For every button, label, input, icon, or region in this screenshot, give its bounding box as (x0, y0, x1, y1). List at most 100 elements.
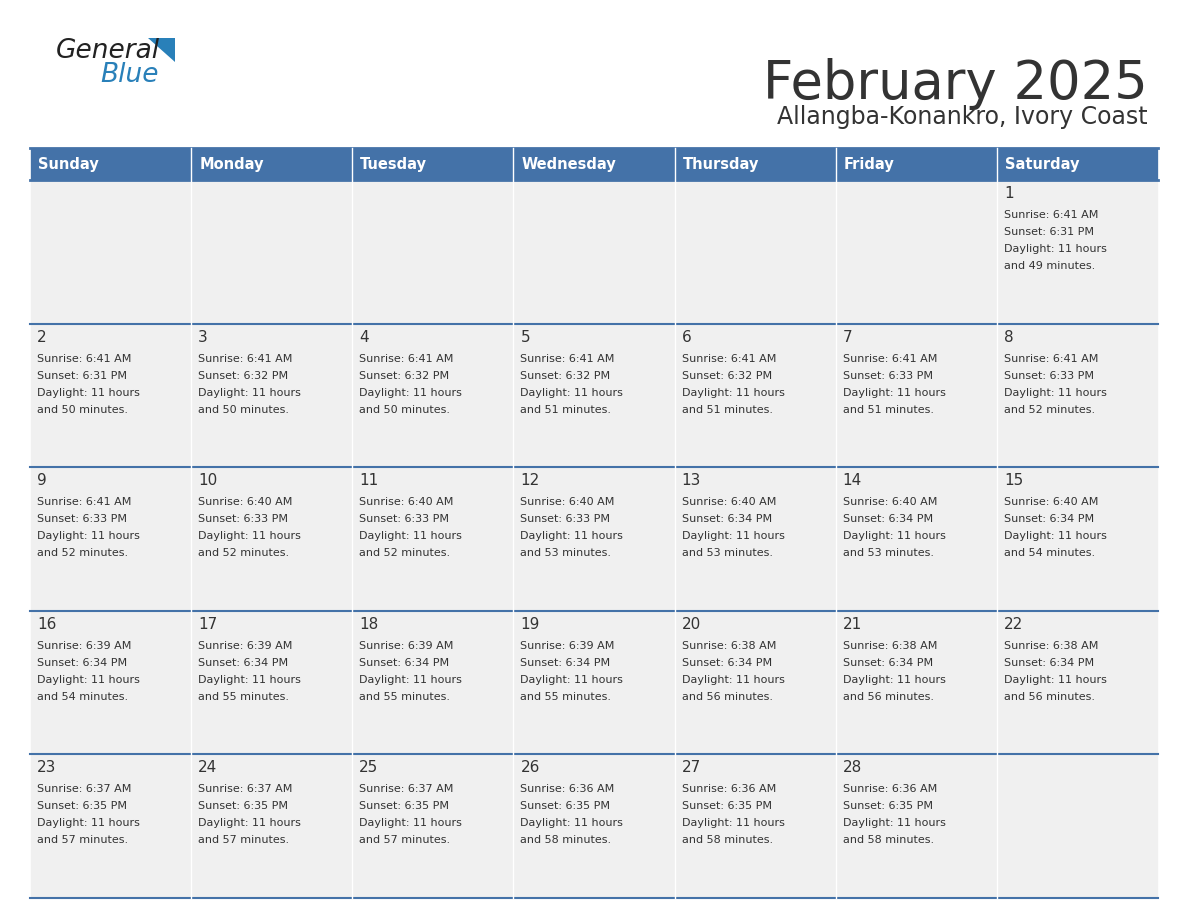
Text: Sunrise: 6:41 AM: Sunrise: 6:41 AM (37, 353, 132, 364)
Bar (353, 755, 513, 898)
Text: and 54 minutes.: and 54 minutes. (37, 692, 128, 701)
Bar (191, 467, 353, 610)
Text: and 58 minutes.: and 58 minutes. (682, 835, 772, 845)
Text: Sunrise: 6:37 AM: Sunrise: 6:37 AM (359, 784, 454, 794)
Bar (353, 467, 513, 610)
Text: Blue: Blue (100, 62, 158, 88)
Text: Daylight: 11 hours: Daylight: 11 hours (520, 387, 624, 397)
Text: Sunset: 6:34 PM: Sunset: 6:34 PM (359, 658, 449, 667)
Text: and 52 minutes.: and 52 minutes. (37, 548, 128, 558)
Bar (997, 180, 1158, 324)
Text: and 57 minutes.: and 57 minutes. (198, 835, 289, 845)
Text: Thursday: Thursday (683, 156, 759, 172)
Text: Sunrise: 6:41 AM: Sunrise: 6:41 AM (359, 353, 454, 364)
Text: Daylight: 11 hours: Daylight: 11 hours (520, 532, 624, 542)
Bar (353, 610, 513, 755)
Text: Sunset: 6:35 PM: Sunset: 6:35 PM (37, 801, 127, 812)
Bar (835, 610, 997, 755)
Text: and 51 minutes.: and 51 minutes. (520, 405, 612, 415)
Bar (191, 180, 353, 324)
Bar (513, 610, 675, 755)
Text: and 55 minutes.: and 55 minutes. (198, 692, 289, 701)
Text: 16: 16 (37, 617, 56, 632)
Text: Sunset: 6:32 PM: Sunset: 6:32 PM (198, 371, 289, 381)
Bar (353, 180, 513, 324)
Text: and 58 minutes.: and 58 minutes. (520, 835, 612, 845)
Text: Sunset: 6:34 PM: Sunset: 6:34 PM (1004, 658, 1094, 667)
Text: Sunrise: 6:40 AM: Sunrise: 6:40 AM (198, 498, 292, 508)
Text: 7: 7 (842, 330, 852, 344)
Bar (835, 467, 997, 610)
Text: Sunrise: 6:41 AM: Sunrise: 6:41 AM (520, 353, 615, 364)
Bar (835, 755, 997, 898)
Text: Sunrise: 6:41 AM: Sunrise: 6:41 AM (1004, 210, 1098, 220)
Text: Daylight: 11 hours: Daylight: 11 hours (1004, 387, 1107, 397)
Text: Sunrise: 6:40 AM: Sunrise: 6:40 AM (682, 498, 776, 508)
Text: Sunset: 6:31 PM: Sunset: 6:31 PM (37, 371, 127, 381)
Text: Daylight: 11 hours: Daylight: 11 hours (842, 819, 946, 828)
Text: Sunset: 6:34 PM: Sunset: 6:34 PM (682, 514, 772, 524)
Text: Sunrise: 6:37 AM: Sunrise: 6:37 AM (37, 784, 132, 794)
Bar (353, 324, 513, 467)
Text: Daylight: 11 hours: Daylight: 11 hours (682, 532, 784, 542)
Text: Daylight: 11 hours: Daylight: 11 hours (37, 387, 140, 397)
Text: Wednesday: Wednesday (522, 156, 617, 172)
Bar (191, 755, 353, 898)
Text: 6: 6 (682, 330, 691, 344)
Text: Daylight: 11 hours: Daylight: 11 hours (1004, 532, 1107, 542)
Text: Sunset: 6:32 PM: Sunset: 6:32 PM (520, 371, 611, 381)
Text: 22: 22 (1004, 617, 1023, 632)
Text: Sunset: 6:35 PM: Sunset: 6:35 PM (198, 801, 289, 812)
Text: Daylight: 11 hours: Daylight: 11 hours (1004, 675, 1107, 685)
Text: 17: 17 (198, 617, 217, 632)
Text: and 52 minutes.: and 52 minutes. (198, 548, 289, 558)
Text: Sunset: 6:32 PM: Sunset: 6:32 PM (359, 371, 449, 381)
Text: Daylight: 11 hours: Daylight: 11 hours (198, 387, 301, 397)
Text: Sunset: 6:33 PM: Sunset: 6:33 PM (842, 371, 933, 381)
Bar (513, 324, 675, 467)
Text: Sunrise: 6:41 AM: Sunrise: 6:41 AM (37, 498, 132, 508)
Text: Sunrise: 6:37 AM: Sunrise: 6:37 AM (198, 784, 292, 794)
Text: and 51 minutes.: and 51 minutes. (842, 405, 934, 415)
Bar (675, 610, 835, 755)
Text: 3: 3 (198, 330, 208, 344)
Text: Sunrise: 6:38 AM: Sunrise: 6:38 AM (842, 641, 937, 651)
Text: and 51 minutes.: and 51 minutes. (682, 405, 772, 415)
Text: Saturday: Saturday (1005, 156, 1080, 172)
Text: Sunrise: 6:38 AM: Sunrise: 6:38 AM (682, 641, 776, 651)
Bar (30, 180, 191, 324)
Text: Sunset: 6:33 PM: Sunset: 6:33 PM (198, 514, 289, 524)
Text: Daylight: 11 hours: Daylight: 11 hours (682, 387, 784, 397)
Text: Daylight: 11 hours: Daylight: 11 hours (682, 819, 784, 828)
Text: 9: 9 (37, 473, 46, 488)
Text: and 55 minutes.: and 55 minutes. (520, 692, 612, 701)
Text: Sunrise: 6:38 AM: Sunrise: 6:38 AM (1004, 641, 1098, 651)
Text: Daylight: 11 hours: Daylight: 11 hours (37, 532, 140, 542)
Text: and 52 minutes.: and 52 minutes. (359, 548, 450, 558)
Text: 4: 4 (359, 330, 369, 344)
Bar (997, 148, 1158, 180)
Text: 23: 23 (37, 760, 56, 776)
Text: 21: 21 (842, 617, 862, 632)
Text: and 56 minutes.: and 56 minutes. (1004, 692, 1095, 701)
Bar (513, 180, 675, 324)
Bar (997, 755, 1158, 898)
Bar (191, 610, 353, 755)
Text: Daylight: 11 hours: Daylight: 11 hours (359, 387, 462, 397)
Bar (835, 324, 997, 467)
Polygon shape (148, 38, 175, 62)
Text: Sunset: 6:33 PM: Sunset: 6:33 PM (37, 514, 127, 524)
Text: Sunset: 6:33 PM: Sunset: 6:33 PM (1004, 371, 1094, 381)
Text: Sunrise: 6:36 AM: Sunrise: 6:36 AM (520, 784, 614, 794)
Text: Daylight: 11 hours: Daylight: 11 hours (37, 675, 140, 685)
Text: 26: 26 (520, 760, 539, 776)
Bar (675, 324, 835, 467)
Text: Sunrise: 6:40 AM: Sunrise: 6:40 AM (359, 498, 454, 508)
Bar (675, 148, 835, 180)
Text: Daylight: 11 hours: Daylight: 11 hours (198, 675, 301, 685)
Text: and 54 minutes.: and 54 minutes. (1004, 548, 1095, 558)
Text: Sunday: Sunday (38, 156, 99, 172)
Text: Sunset: 6:34 PM: Sunset: 6:34 PM (1004, 514, 1094, 524)
Text: 27: 27 (682, 760, 701, 776)
Text: and 56 minutes.: and 56 minutes. (842, 692, 934, 701)
